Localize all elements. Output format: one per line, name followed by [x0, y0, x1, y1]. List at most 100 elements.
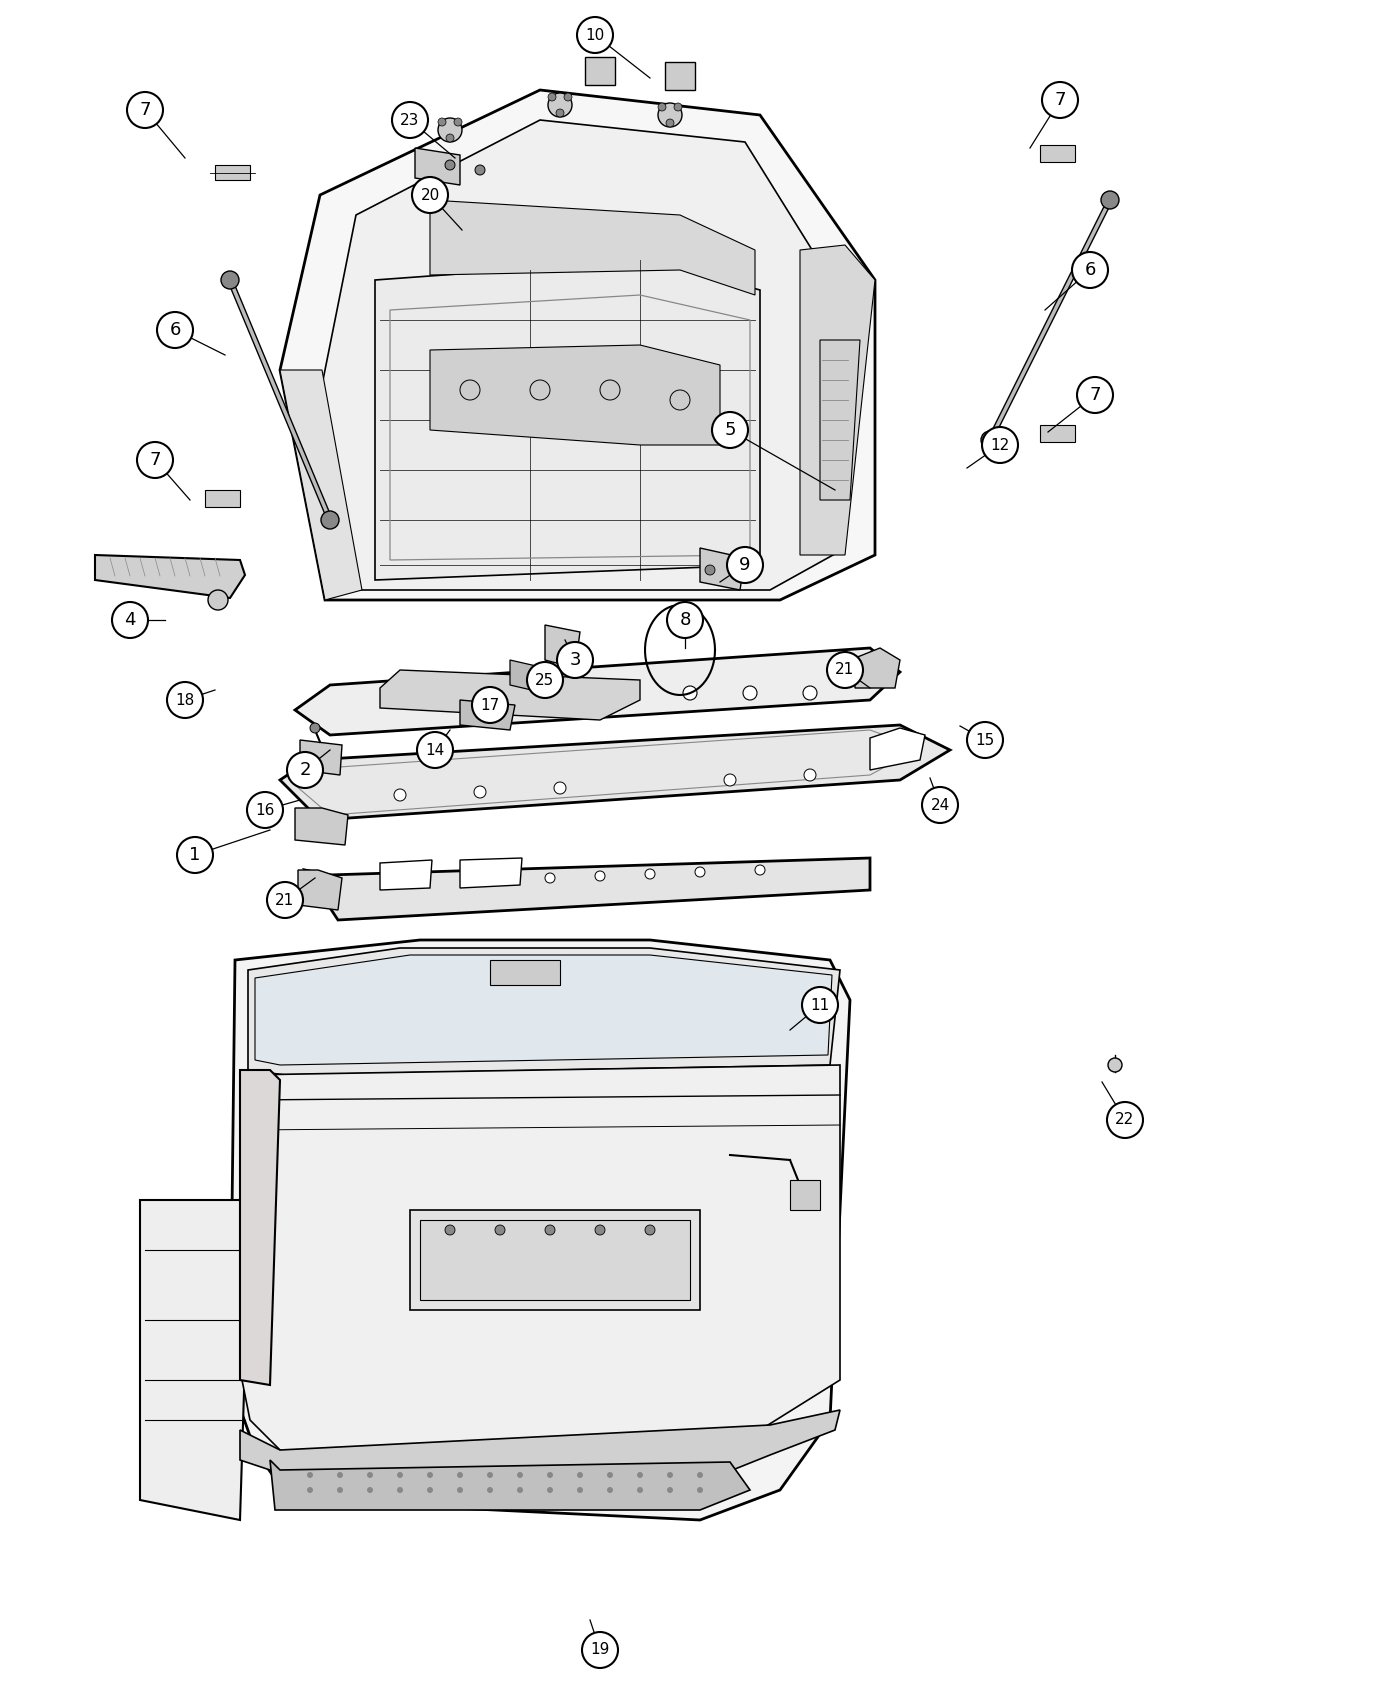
Polygon shape	[322, 121, 841, 590]
Circle shape	[547, 94, 556, 100]
Circle shape	[438, 117, 447, 126]
Circle shape	[595, 870, 605, 881]
Circle shape	[554, 782, 566, 794]
Circle shape	[923, 787, 958, 823]
Circle shape	[309, 722, 321, 733]
Polygon shape	[242, 1064, 840, 1460]
Circle shape	[137, 442, 174, 478]
Circle shape	[221, 270, 239, 289]
Circle shape	[727, 547, 763, 583]
Circle shape	[666, 1488, 673, 1493]
Text: 3: 3	[570, 651, 581, 670]
Circle shape	[496, 1226, 505, 1234]
Text: 4: 4	[125, 610, 136, 629]
Circle shape	[456, 1488, 463, 1493]
Text: 20: 20	[420, 187, 440, 202]
Polygon shape	[665, 61, 694, 90]
Polygon shape	[248, 949, 840, 1074]
Text: 8: 8	[679, 610, 690, 629]
Circle shape	[475, 785, 486, 797]
Circle shape	[697, 1472, 703, 1477]
Circle shape	[157, 313, 193, 348]
Polygon shape	[869, 728, 925, 770]
Circle shape	[445, 1226, 455, 1234]
Polygon shape	[300, 740, 342, 775]
Circle shape	[176, 836, 213, 874]
Text: 14: 14	[426, 743, 445, 758]
Polygon shape	[820, 340, 860, 500]
Circle shape	[595, 1226, 605, 1234]
Circle shape	[713, 411, 748, 449]
Circle shape	[427, 1488, 433, 1493]
Circle shape	[438, 117, 462, 143]
Circle shape	[645, 869, 655, 879]
Circle shape	[981, 432, 1000, 449]
Circle shape	[1072, 252, 1107, 287]
Circle shape	[321, 512, 339, 529]
Polygon shape	[379, 670, 640, 721]
Circle shape	[547, 94, 573, 117]
Polygon shape	[700, 547, 745, 590]
Circle shape	[246, 792, 283, 828]
Circle shape	[743, 687, 757, 700]
Circle shape	[307, 1472, 314, 1477]
Text: 24: 24	[931, 797, 949, 813]
Circle shape	[967, 722, 1002, 758]
Circle shape	[398, 1488, 403, 1493]
Polygon shape	[420, 1221, 690, 1300]
Circle shape	[417, 733, 454, 768]
Polygon shape	[239, 1069, 280, 1386]
Polygon shape	[461, 858, 522, 887]
Circle shape	[582, 1632, 617, 1668]
Polygon shape	[239, 1409, 840, 1476]
Circle shape	[547, 1488, 553, 1493]
Text: 7: 7	[1054, 92, 1065, 109]
Text: 22: 22	[1116, 1112, 1134, 1127]
Polygon shape	[490, 960, 560, 984]
Polygon shape	[1040, 144, 1075, 162]
Circle shape	[603, 687, 617, 700]
Circle shape	[1077, 377, 1113, 413]
Circle shape	[802, 988, 839, 1023]
Circle shape	[517, 1488, 524, 1493]
Circle shape	[454, 117, 462, 126]
Circle shape	[287, 751, 323, 789]
Circle shape	[445, 160, 455, 170]
Circle shape	[487, 1472, 493, 1477]
Circle shape	[564, 94, 573, 100]
Circle shape	[1107, 1102, 1142, 1137]
Circle shape	[1042, 82, 1078, 117]
Circle shape	[547, 1472, 553, 1477]
Text: 6: 6	[1085, 262, 1096, 279]
Circle shape	[804, 768, 816, 780]
Circle shape	[666, 602, 703, 638]
Circle shape	[112, 602, 148, 638]
Polygon shape	[295, 808, 349, 845]
Text: 2: 2	[300, 762, 311, 779]
Polygon shape	[414, 148, 461, 185]
Polygon shape	[379, 860, 433, 891]
Circle shape	[367, 1488, 372, 1493]
Circle shape	[637, 1488, 643, 1493]
Polygon shape	[255, 955, 832, 1064]
Polygon shape	[140, 1200, 251, 1520]
Circle shape	[601, 381, 620, 400]
Text: 6: 6	[169, 321, 181, 338]
Circle shape	[804, 687, 818, 700]
Circle shape	[637, 1472, 643, 1477]
Circle shape	[398, 1472, 403, 1477]
Text: 7: 7	[150, 450, 161, 469]
Circle shape	[981, 427, 1018, 462]
Polygon shape	[545, 626, 580, 668]
Text: 12: 12	[990, 437, 1009, 452]
Circle shape	[475, 165, 484, 175]
Polygon shape	[305, 858, 869, 920]
Circle shape	[307, 1488, 314, 1493]
Text: 25: 25	[535, 673, 554, 687]
Circle shape	[666, 119, 673, 128]
Text: 16: 16	[255, 802, 274, 818]
Circle shape	[755, 865, 764, 876]
Polygon shape	[270, 1460, 750, 1510]
Circle shape	[545, 874, 554, 882]
Circle shape	[683, 687, 697, 700]
